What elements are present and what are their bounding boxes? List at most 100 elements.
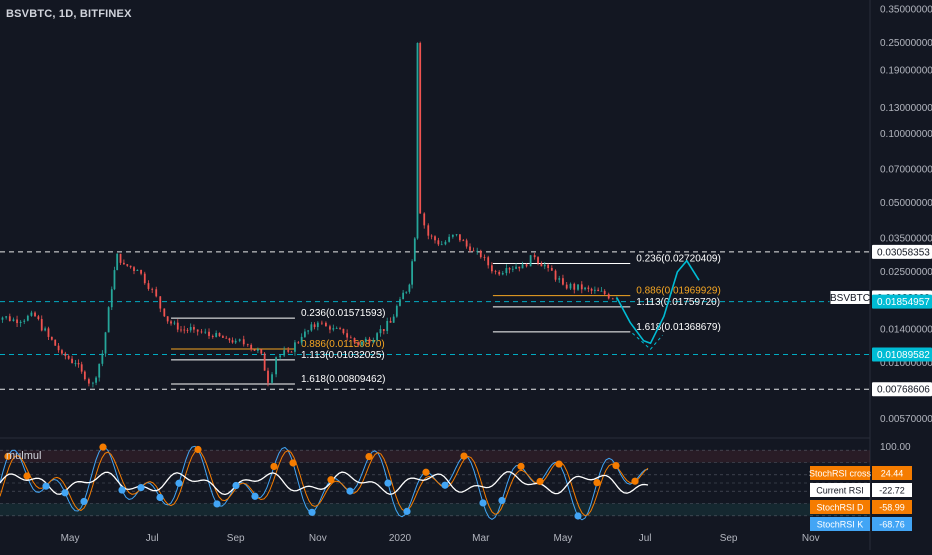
price-tick-label: 0.00570000: [880, 414, 932, 425]
candle-body: [413, 238, 416, 262]
price-tick-label: 0.02500000: [880, 267, 932, 278]
candle-body: [180, 329, 182, 331]
candle-body: [215, 333, 218, 337]
candle-body: [211, 335, 214, 337]
candle-body: [304, 331, 306, 337]
price-tick-label: 0.13000000: [880, 103, 932, 114]
candle-body: [34, 312, 36, 317]
osc-name-box: [810, 483, 870, 497]
fib-label: 0.886(0.01969929): [636, 286, 721, 297]
candle-body: [364, 338, 367, 342]
candle-body: [238, 339, 241, 341]
candle-body: [379, 329, 382, 334]
candle-body: [550, 268, 553, 271]
candle-body: [587, 287, 590, 289]
fib-label: 0.236(0.02720409): [636, 254, 721, 265]
candle-body: [573, 283, 576, 290]
candle-body: [416, 42, 419, 239]
candle-body: [389, 320, 392, 323]
signal-marker: [555, 460, 563, 468]
osc-value: -68.76: [879, 520, 905, 530]
candle-body: [313, 324, 316, 328]
symbol-tag: BSVBTC: [830, 293, 870, 304]
candle-body: [92, 382, 94, 384]
symbol-tag-box: [829, 289, 871, 305]
candle-body: [465, 240, 468, 247]
candle-body: [537, 257, 539, 264]
candle-body: [459, 234, 461, 241]
candle-body: [44, 328, 47, 331]
osc-name: StochRSI D: [816, 503, 864, 513]
candle-body: [593, 289, 596, 291]
price-tick-label: 0.01400000: [880, 325, 932, 336]
candle-body: [54, 339, 57, 346]
candle-body: [462, 240, 465, 242]
osc-value-box: [872, 500, 912, 514]
candle-body: [196, 329, 199, 332]
projection-curve: [616, 259, 700, 345]
candle-body: [386, 320, 389, 331]
candle-body: [325, 322, 327, 327]
osc-name-box: [810, 466, 870, 480]
candle-body: [357, 342, 360, 345]
osc-value: -58.99: [879, 503, 905, 513]
candle-body: [50, 336, 53, 340]
price-axis[interactable]: 0.35000000 0.25000000 0.19000000 0.13000000…: [829, 5, 932, 453]
candle-body: [558, 278, 561, 280]
candle-body: [349, 337, 352, 339]
osc-name-box: [810, 517, 870, 531]
candle-body: [580, 284, 583, 290]
candle-body: [23, 320, 26, 322]
candle-body: [329, 326, 331, 330]
candle-body: [183, 329, 186, 331]
candle-body: [246, 344, 249, 346]
candle-body: [8, 316, 11, 321]
price-label: 0.03058353: [877, 247, 930, 258]
candle-body: [395, 305, 398, 317]
candle-body: [147, 283, 150, 289]
signal-marker: [289, 459, 297, 467]
signal-marker: [631, 477, 639, 485]
time-tick-label: Jul: [639, 533, 652, 544]
candle-body: [234, 340, 237, 343]
candle-body: [80, 364, 83, 372]
candle-body: [250, 344, 253, 350]
overbought-band: [0, 450, 870, 463]
candle-body: [260, 349, 263, 354]
signal-marker: [23, 472, 31, 480]
candle-body: [279, 355, 282, 358]
signal-marker: [441, 481, 449, 489]
candle-body: [294, 342, 296, 352]
price-label: 0.01089582: [877, 350, 930, 361]
candle-body: [423, 213, 426, 226]
candle-body: [231, 340, 234, 343]
candle-body: [540, 263, 543, 267]
candle-body: [440, 244, 443, 246]
candle-body: [501, 273, 504, 275]
candle-body: [353, 338, 356, 343]
price-tick-label: 0.25000000: [880, 38, 932, 49]
candle-body: [430, 235, 433, 237]
candle-body: [569, 283, 572, 289]
candle-body: [339, 328, 341, 329]
price-label-box: [872, 382, 932, 397]
candle-body: [71, 358, 73, 364]
signal-marker: [232, 481, 240, 490]
signal-marker: [517, 462, 525, 470]
time-axis[interactable]: May Jul Sep Nov 2020 Mar May Jul Sep Nov: [61, 533, 820, 544]
candle-body: [399, 299, 401, 306]
time-tick-label: May: [61, 533, 80, 544]
signal-marker: [118, 486, 126, 494]
signal-marker: [175, 479, 183, 487]
candle-body: [61, 350, 63, 354]
candle-body: [64, 353, 67, 356]
candle-body: [19, 321, 22, 324]
candle-body: [498, 271, 501, 275]
osc-name: StochRSI cross: [809, 469, 872, 479]
candle-body: [297, 342, 300, 344]
price-tick-label: 0.35000000: [880, 5, 932, 16]
time-tick-label: Nov: [802, 533, 820, 544]
signal-marker: [498, 496, 506, 505]
candle-body: [176, 322, 179, 330]
